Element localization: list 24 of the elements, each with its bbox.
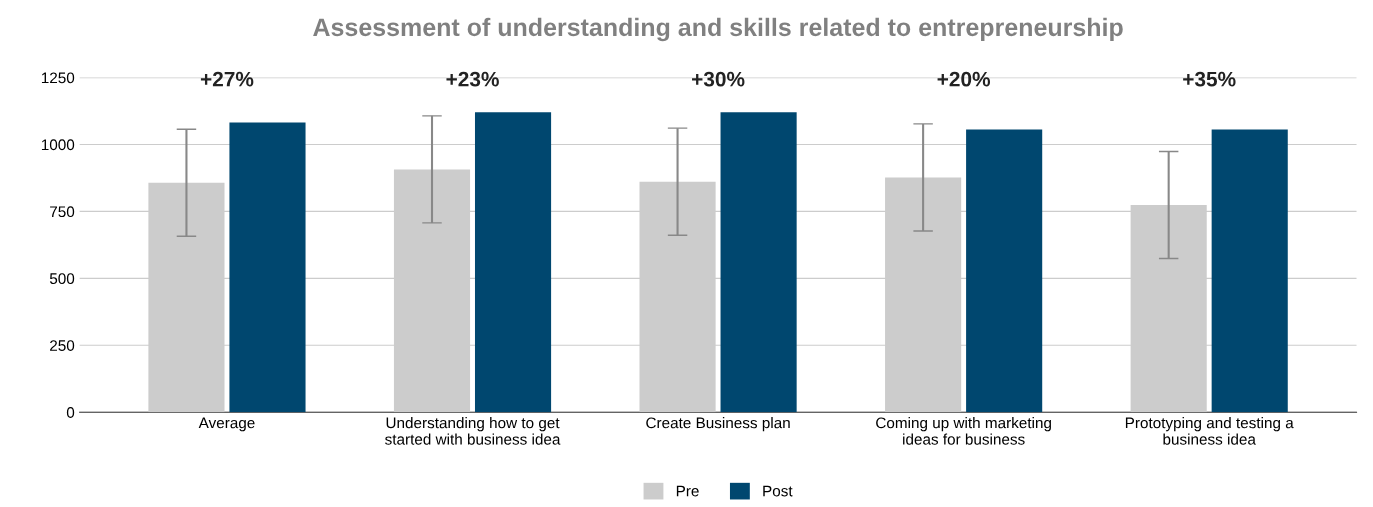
legend-label: Post	[763, 485, 793, 497]
x-tick-label: Create Business plan	[646, 417, 790, 432]
y-tick-label: 0	[66, 407, 75, 418]
bar	[966, 129, 1043, 413]
bar	[474, 112, 552, 413]
bar	[1211, 129, 1288, 413]
annotation: +35%	[1183, 71, 1236, 87]
x-tick-label: Prototyping and testing a business idea	[1125, 417, 1294, 445]
legend-label: Pre	[676, 485, 699, 497]
annotation: +20%	[937, 71, 991, 87]
y-tick-label: 1250	[41, 72, 75, 84]
y-tick-label: 500	[49, 273, 75, 285]
x-tick-label: Average	[198, 417, 255, 432]
bar	[720, 112, 797, 413]
annotation: +30%	[692, 71, 745, 87]
annotation: +27%	[200, 71, 254, 87]
y-tick-label: 750	[50, 206, 75, 218]
x-tick-label: Understanding how to get started with business idea	[385, 417, 561, 445]
y-tick-label: 250	[50, 340, 75, 351]
y-tick-label: 1000	[41, 139, 75, 151]
chart-title: Assessment of understanding and skills related to entrepreneurship	[313, 17, 1123, 42]
annotation: +23%	[446, 71, 499, 87]
bar	[229, 122, 306, 413]
x-tick-label: Coming up with marketing ideas for business	[876, 417, 1051, 445]
